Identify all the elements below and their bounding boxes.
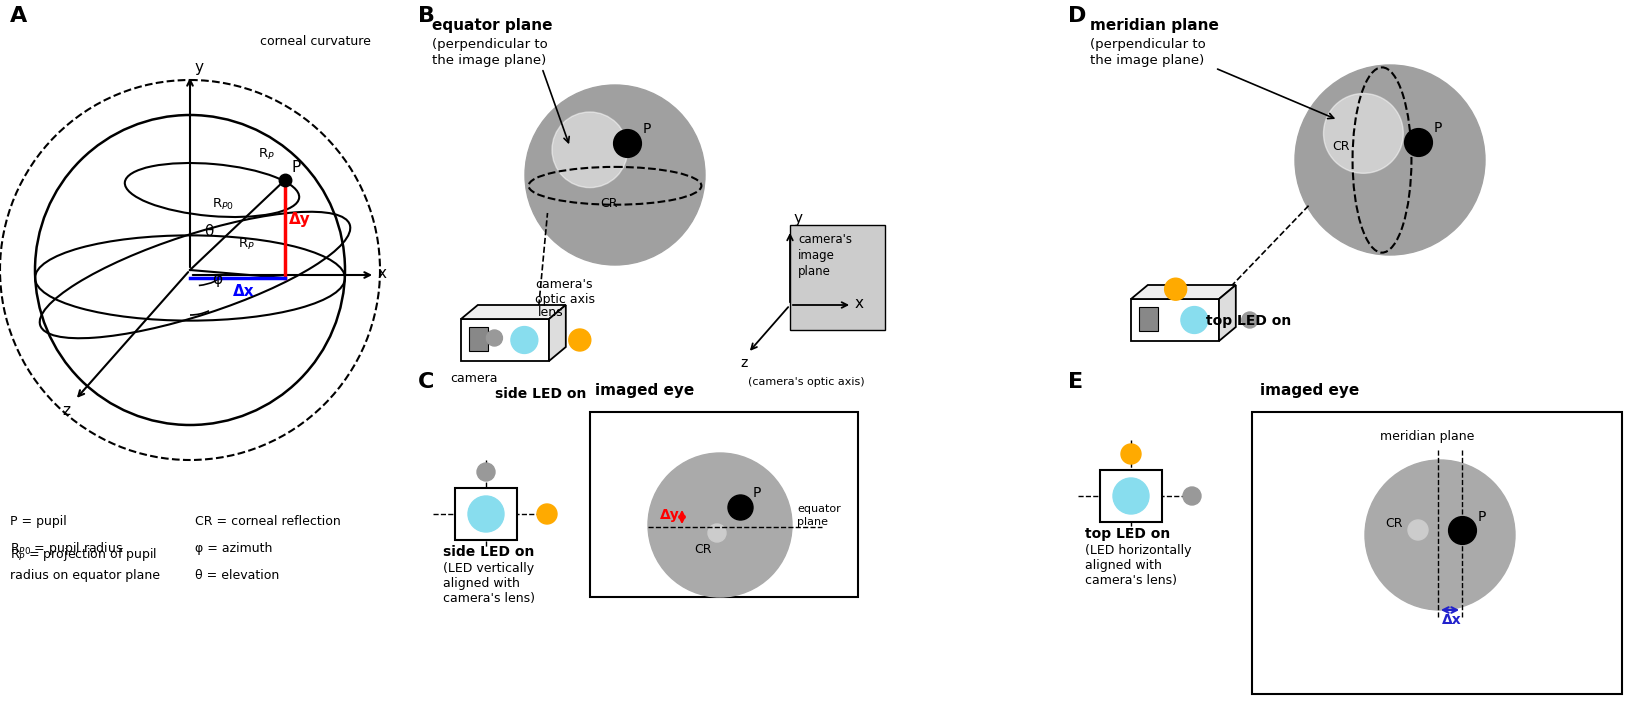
Bar xyxy=(1140,308,1158,330)
Text: P: P xyxy=(291,160,301,175)
Text: P: P xyxy=(643,122,651,136)
Bar xyxy=(1131,299,1220,341)
Text: θ = elevation: θ = elevation xyxy=(195,569,280,582)
Text: equator plane: equator plane xyxy=(432,18,553,33)
Text: meridian plane: meridian plane xyxy=(1091,18,1218,33)
Text: (LED horizontally: (LED horizontally xyxy=(1086,544,1192,557)
Text: z: z xyxy=(62,403,70,418)
Text: side LED on: side LED on xyxy=(495,387,587,401)
Text: camera: camera xyxy=(450,372,497,385)
Text: y: y xyxy=(195,60,203,75)
Text: camera's: camera's xyxy=(798,233,852,246)
Text: side LED on: side LED on xyxy=(443,545,535,559)
Text: CR: CR xyxy=(600,197,618,210)
Text: (perpendicular to: (perpendicular to xyxy=(1091,38,1205,51)
Bar xyxy=(469,328,489,350)
Circle shape xyxy=(468,496,504,532)
Polygon shape xyxy=(1131,285,1236,299)
Text: aligned with: aligned with xyxy=(1086,559,1162,572)
Text: C: C xyxy=(419,372,435,392)
Text: aligned with: aligned with xyxy=(443,577,520,590)
Text: R$_P$: R$_P$ xyxy=(258,147,275,162)
Circle shape xyxy=(1295,65,1485,255)
Text: Δy: Δy xyxy=(289,212,311,227)
Bar xyxy=(455,488,517,540)
Text: imaged eye: imaged eye xyxy=(595,383,695,398)
Bar xyxy=(790,225,885,330)
Text: R$_P$: R$_P$ xyxy=(239,237,255,252)
Text: φ = azimuth: φ = azimuth xyxy=(195,542,273,555)
Circle shape xyxy=(569,329,590,351)
Text: (camera's optic axis): (camera's optic axis) xyxy=(747,377,865,387)
Text: y: y xyxy=(793,211,803,226)
Circle shape xyxy=(1164,278,1187,300)
Text: P: P xyxy=(754,486,762,500)
Text: camera's: camera's xyxy=(535,278,592,291)
Circle shape xyxy=(1323,94,1403,173)
Text: (LED vertically: (LED vertically xyxy=(443,562,535,575)
Text: B: B xyxy=(419,6,435,26)
Text: meridian plane: meridian plane xyxy=(1380,430,1475,443)
Circle shape xyxy=(708,524,726,542)
Text: θ: θ xyxy=(204,224,214,239)
Text: Δx: Δx xyxy=(232,284,253,299)
Text: CR = corneal reflection: CR = corneal reflection xyxy=(195,515,340,528)
Text: P: P xyxy=(1434,121,1442,135)
Text: (perpendicular to: (perpendicular to xyxy=(432,38,548,51)
Text: equator
plane: equator plane xyxy=(796,504,840,527)
Text: CR: CR xyxy=(693,543,711,556)
Circle shape xyxy=(1408,520,1427,540)
Text: camera's lens): camera's lens) xyxy=(443,592,535,605)
Text: the image plane): the image plane) xyxy=(1091,54,1205,67)
Text: top LED on: top LED on xyxy=(1207,314,1292,328)
Text: optic axis: optic axis xyxy=(535,293,595,306)
Text: plane: plane xyxy=(798,265,831,278)
Text: R$_P$ = projection of pupil
radius on equator plane: R$_P$ = projection of pupil radius on eq… xyxy=(10,546,160,582)
Polygon shape xyxy=(461,305,566,319)
Bar xyxy=(590,412,858,597)
Circle shape xyxy=(477,463,495,481)
Circle shape xyxy=(1122,444,1141,464)
Circle shape xyxy=(487,330,502,346)
Text: A: A xyxy=(10,6,28,26)
Text: z: z xyxy=(741,356,747,370)
Text: corneal curvature: corneal curvature xyxy=(260,35,371,48)
Text: R$_{P0}$ = pupil radius: R$_{P0}$ = pupil radius xyxy=(10,540,123,557)
Text: φ: φ xyxy=(213,272,222,287)
Text: x: x xyxy=(855,296,863,311)
Text: top LED on: top LED on xyxy=(1086,527,1171,541)
Polygon shape xyxy=(549,305,566,361)
Text: CR: CR xyxy=(1333,140,1349,153)
Circle shape xyxy=(553,112,628,188)
Text: image: image xyxy=(798,249,835,262)
Text: lens: lens xyxy=(538,306,564,319)
Text: camera's lens): camera's lens) xyxy=(1086,574,1177,587)
Circle shape xyxy=(1184,487,1202,505)
Polygon shape xyxy=(1220,285,1236,341)
Bar xyxy=(461,319,549,361)
Text: P = pupil: P = pupil xyxy=(10,515,67,528)
Text: P: P xyxy=(1478,510,1486,524)
Text: Δx: Δx xyxy=(1442,613,1462,627)
Circle shape xyxy=(1365,460,1516,610)
Text: CR: CR xyxy=(1385,517,1403,530)
Text: Δy: Δy xyxy=(661,508,680,522)
Circle shape xyxy=(1113,478,1149,514)
Circle shape xyxy=(1243,312,1257,328)
Circle shape xyxy=(536,504,558,524)
Text: x: x xyxy=(378,266,387,281)
Text: E: E xyxy=(1068,372,1082,392)
Circle shape xyxy=(647,453,791,597)
Circle shape xyxy=(525,85,705,265)
Circle shape xyxy=(510,327,538,354)
Bar xyxy=(1100,470,1162,522)
Text: the image plane): the image plane) xyxy=(432,54,546,67)
Text: D: D xyxy=(1068,6,1086,26)
Text: R$_{P0}$: R$_{P0}$ xyxy=(213,197,234,212)
Bar xyxy=(1252,412,1622,694)
Circle shape xyxy=(1180,306,1208,333)
Text: imaged eye: imaged eye xyxy=(1261,383,1359,398)
